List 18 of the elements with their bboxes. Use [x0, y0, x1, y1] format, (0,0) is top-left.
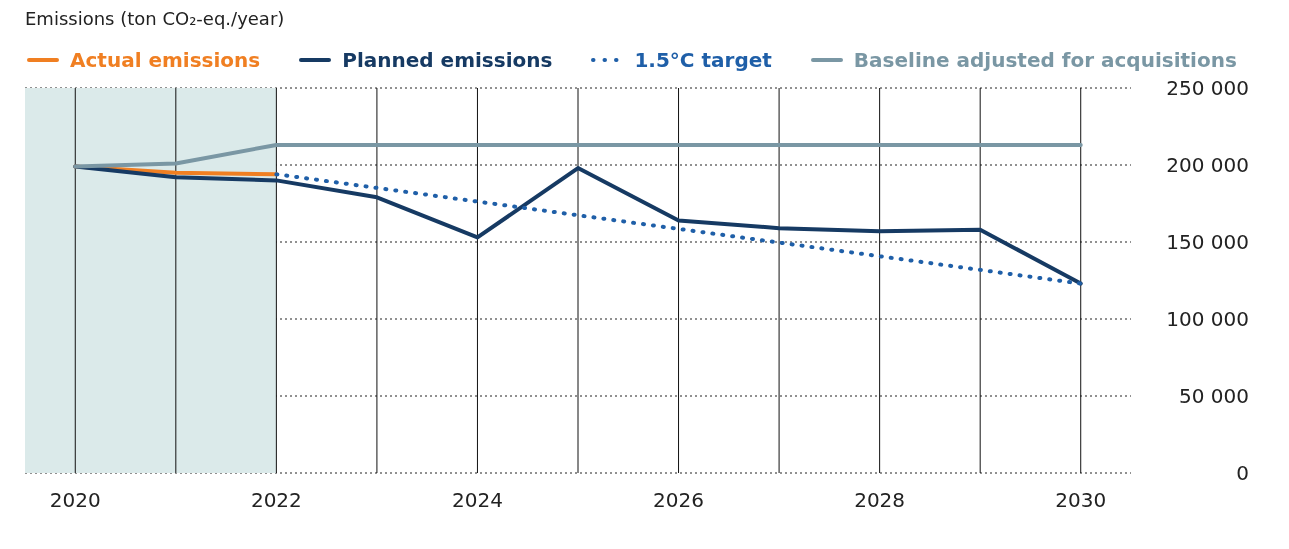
x-tick-label: 2026 [653, 488, 704, 513]
legend-label: Planned emissions [342, 48, 553, 72]
y-tick-label: 250 000 [1166, 76, 1249, 101]
y-tick-label: 150 000 [1166, 230, 1249, 255]
y-tick-label: 0 [1236, 461, 1249, 486]
legend-label: Baseline adjusted for acquisitions [853, 48, 1237, 72]
x-tick-label: 2028 [854, 488, 906, 513]
y-tick-label: 200 000 [1166, 153, 1249, 178]
y-tick-label: 50 000 [1179, 384, 1249, 409]
y-tick-label: 100 000 [1166, 307, 1249, 332]
x-tick-label: 2024 [452, 488, 503, 513]
line-series [73, 164, 1083, 286]
x-tick-label: 2020 [49, 488, 101, 513]
legend-label: Actual emissions [70, 48, 261, 72]
y-axis-title: Emissions (ton CO₂-eq./year) [24, 8, 286, 31]
x-tick-label: 2022 [250, 488, 302, 513]
x-tick-label: 2030 [1055, 488, 1107, 513]
legend-label: 1.5°C target [634, 48, 772, 72]
